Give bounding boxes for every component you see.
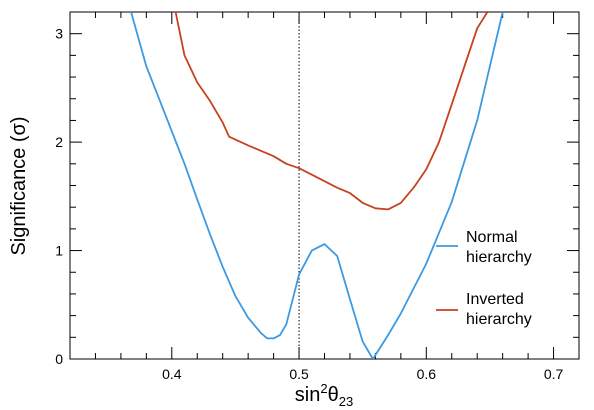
legend-label-inverted: Inverted — [466, 291, 524, 308]
x-axis-title-theta: θ — [328, 384, 339, 406]
x-axis-title-sub: 23 — [339, 394, 353, 409]
x-tick-label: 0.4 — [162, 366, 182, 382]
x-tick-label: 0.6 — [417, 366, 437, 382]
y-tick-label: 0 — [55, 351, 63, 367]
series-line-normal-hierarchy — [130, 12, 504, 359]
x-axis-title-base: sin — [295, 384, 321, 406]
x-axis-title: sin2θ23 — [295, 381, 353, 409]
axis-ticks: 0.4 0.5 0.6 0.7 0 1 2 3 — [55, 11, 580, 382]
series-layer — [130, 12, 504, 359]
y-tick-label: 2 — [55, 134, 63, 150]
x-axis-title-sup: 2 — [320, 381, 327, 396]
y-axis-title: Significance (σ) — [8, 116, 30, 255]
legend: Normal hierarchy Inverted hierarchy — [436, 229, 532, 328]
x-tick-label: 0.5 — [289, 366, 309, 382]
legend-label-inverted: hierarchy — [466, 311, 532, 328]
legend-label-normal: Normal — [466, 229, 518, 246]
legend-label-normal: hierarchy — [466, 249, 532, 266]
y-tick-label: 1 — [55, 243, 63, 259]
series-line-inverted-hierarchy — [174, 12, 489, 211]
y-tick-label: 3 — [55, 26, 63, 42]
x-tick-label: 0.7 — [544, 366, 564, 382]
